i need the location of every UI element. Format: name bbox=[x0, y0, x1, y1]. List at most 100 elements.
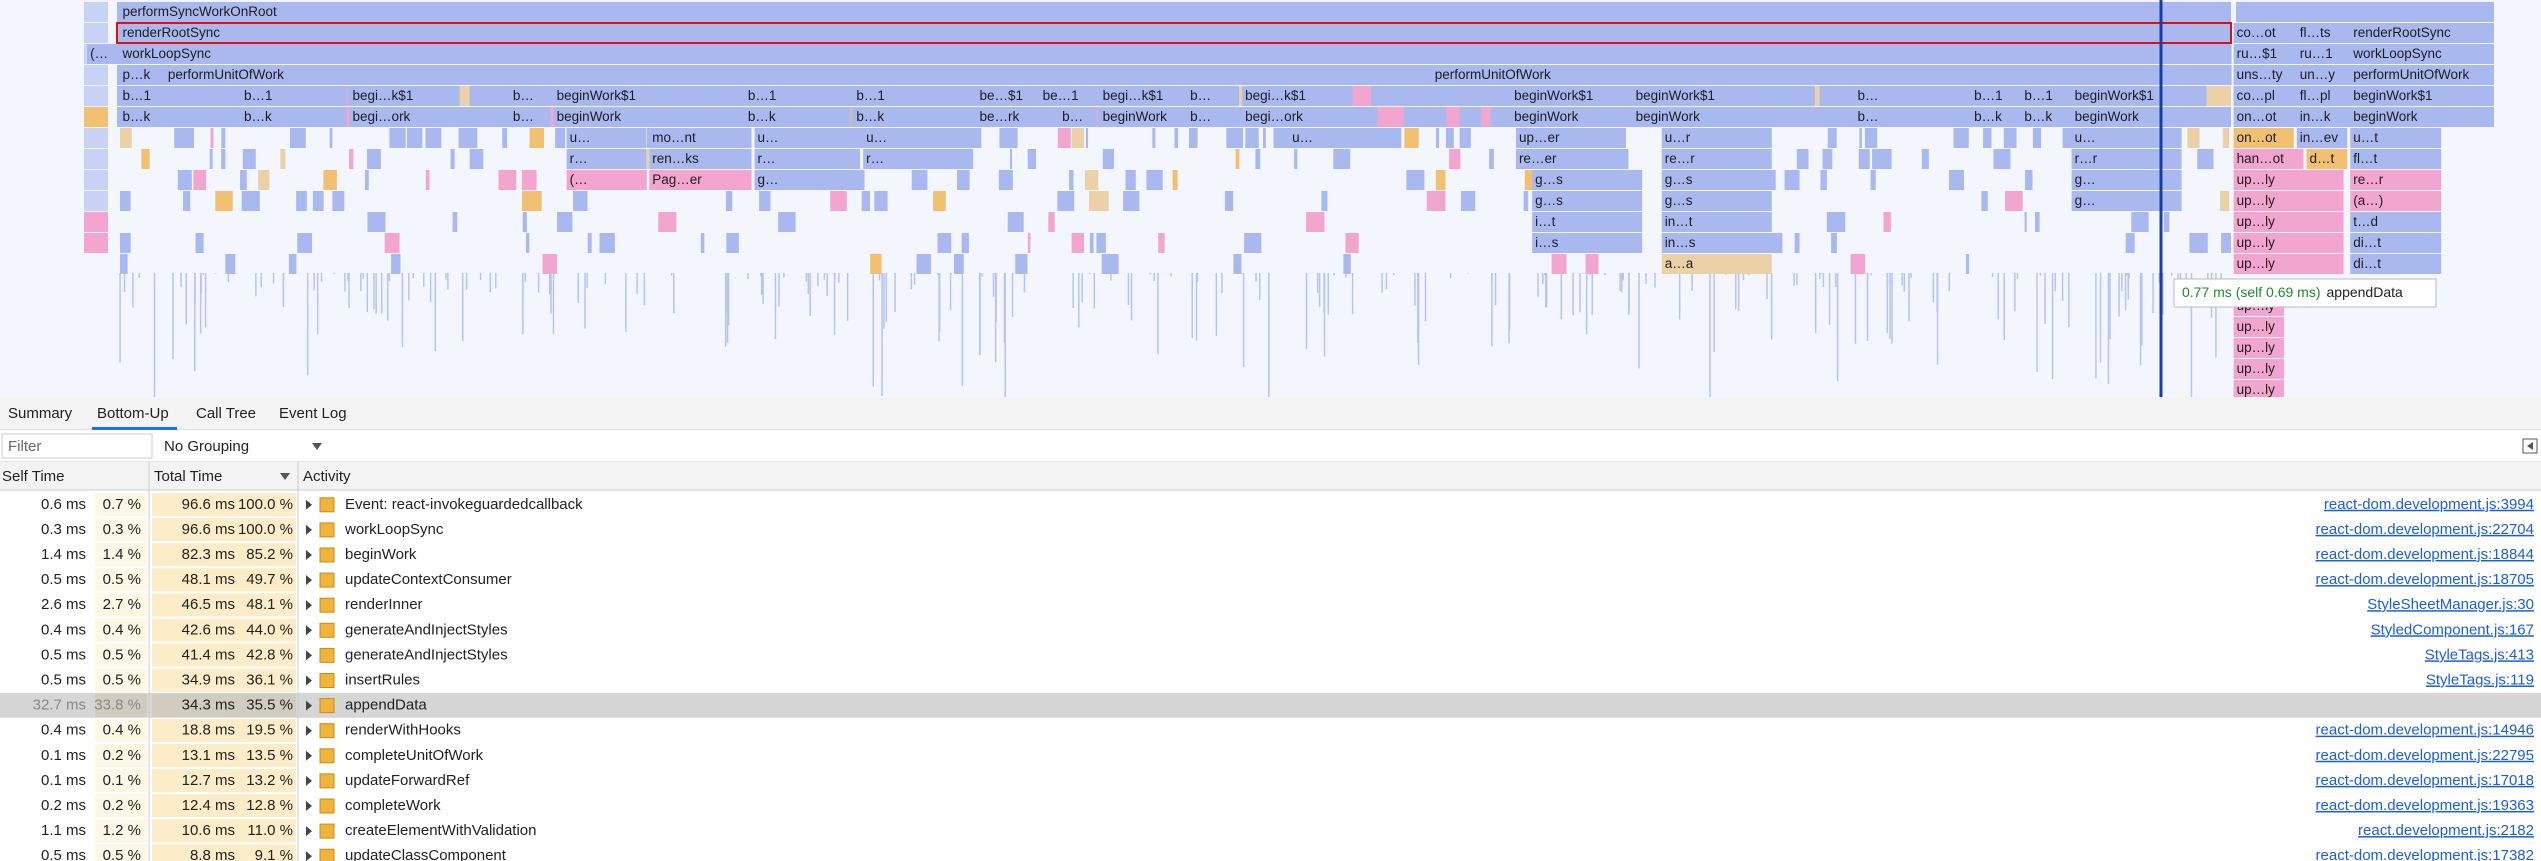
flame-label: u… bbox=[866, 130, 887, 145]
flame-block bbox=[2021, 107, 2069, 127]
source-link[interactable]: react-dom.development.js:17018 bbox=[2316, 772, 2534, 789]
table-row[interactable]: 1.1 ms 1.2 % 10.6 ms 11.0 % createElementWit… bbox=[41, 819, 2534, 843]
table-row[interactable]: 1.4 ms 1.4 % 82.3 ms 85.2 % beginWork react-d… bbox=[41, 543, 2534, 567]
flame-block bbox=[1511, 86, 1622, 106]
self-time: 2.6 ms bbox=[41, 596, 86, 613]
category-icon bbox=[319, 647, 335, 663]
flame-block bbox=[84, 149, 108, 169]
flame-block bbox=[1400, 86, 1425, 106]
self-time: 1.1 ms bbox=[41, 822, 86, 839]
source-link[interactable]: react-dom.development.js:22795 bbox=[2316, 747, 2534, 764]
expand-arrow[interactable] bbox=[306, 725, 312, 736]
table-row[interactable]: 0.1 ms 0.1 % 12.7 ms 13.2 % updateForwardRef… bbox=[41, 769, 2534, 793]
expand-arrow[interactable] bbox=[306, 750, 312, 761]
column-header[interactable]: Self Time bbox=[2, 468, 65, 485]
source-link[interactable]: react-dom.development.js:19363 bbox=[2316, 797, 2534, 814]
flame-block bbox=[1188, 128, 1198, 148]
expand-arrow[interactable] bbox=[306, 625, 312, 636]
source-link[interactable]: StyleTags.js:413 bbox=[2425, 646, 2534, 663]
flame-block bbox=[2296, 65, 2348, 85]
flame-label: u… bbox=[2075, 130, 2096, 145]
table-row[interactable]: 0.4 ms 0.4 % 18.8 ms 19.5 % renderWithHooks r… bbox=[41, 718, 2534, 742]
column-header[interactable]: Activity bbox=[303, 468, 351, 485]
flame-block bbox=[739, 107, 750, 127]
expand-arrow[interactable] bbox=[306, 650, 312, 661]
flame-block bbox=[119, 44, 2232, 64]
table-row[interactable]: 0.5 ms 0.5 % 48.1 ms 49.7 % updateContextCon… bbox=[41, 568, 2534, 592]
expand-arrow[interactable] bbox=[306, 775, 312, 786]
source-link[interactable]: react-dom.development.js:18844 bbox=[2316, 546, 2534, 563]
flame-label: workLoopSync bbox=[2352, 46, 2442, 61]
flame-block bbox=[665, 86, 698, 106]
flame-block bbox=[2233, 23, 2294, 43]
sidebar-toggle[interactable] bbox=[2522, 438, 2538, 454]
flame-block bbox=[2350, 254, 2442, 274]
category-icon bbox=[319, 547, 335, 563]
activity-name: beginWork bbox=[345, 546, 417, 563]
source-link[interactable]: react-dom.development.js:3994 bbox=[2324, 496, 2534, 513]
column-header[interactable]: Total Time bbox=[154, 468, 222, 485]
source-link[interactable]: react-dom.development.js:22704 bbox=[2316, 521, 2534, 538]
category-icon bbox=[319, 798, 335, 814]
flame-block bbox=[1152, 128, 1156, 148]
expand-arrow[interactable] bbox=[306, 851, 312, 861]
flame-label: beginWork$1 bbox=[557, 88, 636, 103]
flame-block bbox=[193, 170, 207, 190]
flame-label: workLoopSync bbox=[122, 46, 212, 61]
flame-block bbox=[1489, 149, 1494, 169]
flame-label: b… bbox=[1858, 109, 1879, 124]
flame-label: beginWork$1 bbox=[2075, 88, 2154, 103]
table-row[interactable]: 2.6 ms 2.7 % 46.5 ms 48.1 % renderInner Style… bbox=[41, 593, 2534, 617]
grouping-select[interactable]: No Grouping bbox=[164, 438, 249, 455]
tab[interactable]: Summary bbox=[8, 405, 73, 422]
filter-input[interactable] bbox=[1, 433, 153, 459]
expand-arrow[interactable] bbox=[306, 675, 312, 686]
flame-block bbox=[1921, 149, 1929, 169]
table-row[interactable]: 0.5 ms 0.5 % 41.4 ms 42.8 % generateAndInjec… bbox=[41, 643, 2534, 667]
activity-name: workLoopSync bbox=[344, 521, 444, 538]
source-link[interactable]: react-dom.development.js:14946 bbox=[2316, 722, 2534, 739]
expand-arrow[interactable] bbox=[306, 524, 312, 535]
flame-block bbox=[119, 107, 230, 127]
expand-arrow[interactable] bbox=[306, 700, 312, 711]
table-row[interactable]: 0.3 ms 0.3 % 96.6 ms 100.0 % workLoopSync rea… bbox=[41, 518, 2534, 542]
flame-block bbox=[1406, 170, 1425, 190]
tab[interactable]: Call Tree bbox=[196, 405, 256, 422]
expand-arrow[interactable] bbox=[306, 600, 312, 611]
source-link[interactable]: StyledComponent.js:167 bbox=[2371, 621, 2534, 638]
self-bar bbox=[95, 794, 147, 818]
flame-block bbox=[1244, 233, 1262, 253]
flame-block bbox=[2200, 107, 2212, 127]
source-link[interactable]: react.development.js:2182 bbox=[2358, 822, 2534, 839]
table-row[interactable]: 0.5 ms 0.5 % 8.8 ms 9.1 % updateClassCompone… bbox=[41, 844, 2534, 861]
table-row[interactable]: 0.6 ms 0.7 % 96.6 ms 100.0 % Event: react-in… bbox=[41, 493, 2534, 516]
expand-arrow[interactable] bbox=[306, 826, 312, 837]
self-time: 0.6 ms bbox=[41, 496, 86, 513]
expand-arrow[interactable] bbox=[306, 499, 312, 510]
flame-block bbox=[744, 107, 851, 127]
tab[interactable]: Bottom-Up bbox=[97, 405, 169, 422]
total-percent: 9.1 % bbox=[255, 847, 293, 861]
expand-arrow[interactable] bbox=[306, 550, 312, 560]
flame-block bbox=[566, 128, 647, 148]
table-row[interactable]: 32.7 ms 33.8 % 34.3 ms 35.5 % appendData bbox=[0, 692, 2541, 718]
total-time: 46.5 ms bbox=[182, 596, 235, 613]
flame-block bbox=[288, 254, 297, 274]
source-link[interactable]: StyleTags.js:119 bbox=[2426, 671, 2534, 688]
source-link[interactable]: react-dom.development.js:17382 bbox=[2316, 847, 2534, 861]
table-row[interactable]: 0.1 ms 0.2 % 13.1 ms 13.5 % completeUnitOfWo… bbox=[41, 744, 2534, 767]
flame-label: g… bbox=[758, 172, 779, 187]
flame-block bbox=[2350, 107, 2442, 127]
table-row[interactable]: 0.4 ms 0.4 % 42.6 ms 44.0 % generateAndInjec… bbox=[41, 618, 2534, 642]
table-row[interactable]: 0.2 ms 0.2 % 12.4 ms 12.8 % completeWork reac… bbox=[41, 794, 2534, 818]
self-bar bbox=[95, 493, 147, 516]
flame-block bbox=[1532, 233, 1643, 253]
source-link[interactable]: react-dom.development.js:18705 bbox=[2316, 571, 2534, 588]
table-row[interactable]: 0.5 ms 0.5 % 34.9 ms 36.1 % insertRules Style… bbox=[41, 668, 2534, 692]
flame-label: uns…ty bbox=[2237, 67, 2283, 82]
expand-arrow[interactable] bbox=[306, 575, 312, 586]
source-link[interactable]: StyleSheetManager.js:30 bbox=[2367, 596, 2534, 613]
expand-arrow[interactable] bbox=[306, 801, 312, 811]
category-icon bbox=[319, 748, 335, 764]
tab[interactable]: Event Log bbox=[279, 405, 347, 422]
